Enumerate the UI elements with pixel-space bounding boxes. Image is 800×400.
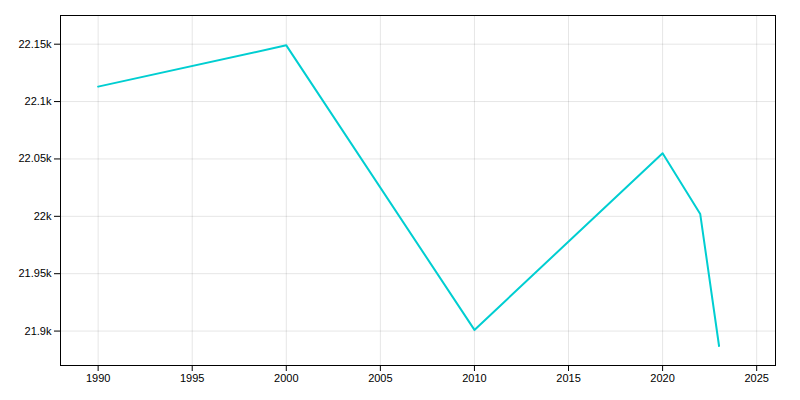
svg-text:2015: 2015 (556, 372, 580, 384)
svg-text:2025: 2025 (744, 372, 768, 384)
svg-text:22.15k: 22.15k (18, 38, 52, 50)
svg-text:2020: 2020 (650, 372, 674, 384)
svg-text:1990: 1990 (86, 372, 110, 384)
svg-text:22.1k: 22.1k (25, 95, 52, 107)
svg-text:22.05k: 22.05k (18, 152, 52, 164)
svg-text:1995: 1995 (180, 372, 204, 384)
svg-text:21.95k: 21.95k (18, 267, 52, 279)
svg-text:2010: 2010 (462, 372, 486, 384)
svg-text:22k: 22k (34, 210, 52, 222)
svg-text:2000: 2000 (274, 372, 298, 384)
svg-text:2005: 2005 (368, 372, 392, 384)
svg-text:21.9k: 21.9k (25, 325, 52, 337)
